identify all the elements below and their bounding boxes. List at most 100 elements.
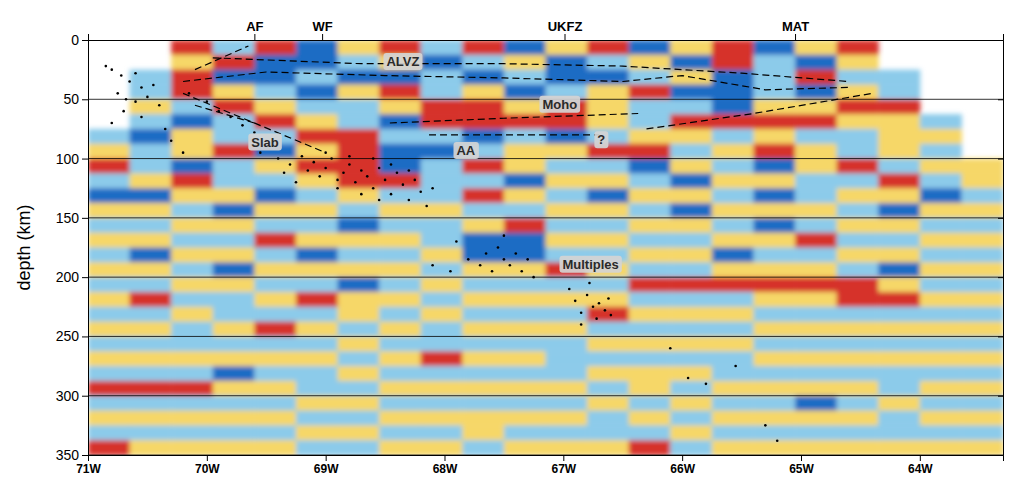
earthquake-point [164, 128, 167, 131]
heatmap-cell [504, 396, 546, 411]
heatmap-cell [753, 203, 795, 218]
heatmap-cell [546, 129, 588, 144]
heatmap-cell [670, 129, 712, 144]
heatmap-cell [837, 351, 879, 366]
heatmap-cell [961, 440, 1003, 455]
heatmap-cell [504, 173, 546, 188]
heatmap-cell [379, 84, 421, 99]
heatmap-cell [712, 307, 754, 322]
heatmap-cell [670, 396, 712, 411]
heatmap-cell [795, 351, 837, 366]
heatmap-cell [837, 55, 879, 70]
heatmap-cell [254, 292, 296, 307]
interpretation-line [183, 93, 326, 152]
tick-mark [795, 34, 796, 40]
heatmap-cell [670, 159, 712, 174]
heatmap-cell [213, 351, 255, 366]
heatmap-cell [462, 173, 504, 188]
tick-label: 68W [433, 462, 458, 476]
heatmap-cell [837, 144, 879, 159]
earthquake-point [532, 276, 535, 279]
heatmap-cell [379, 159, 421, 174]
heatmap-cell [171, 84, 213, 99]
heatmap-cell [213, 203, 255, 218]
heatmap-cell [504, 248, 546, 263]
heatmap-cell [338, 322, 380, 337]
earthquake-point [259, 151, 262, 154]
tick-mark [998, 159, 1003, 160]
heatmap-cell [629, 129, 671, 144]
heatmap-cell [670, 366, 712, 381]
heatmap-cell [629, 381, 671, 396]
earthquake-point [592, 305, 595, 308]
heatmap-cell [462, 366, 504, 381]
heatmap-cell [629, 159, 671, 174]
heatmap-cell [753, 366, 795, 381]
heatmap-cell [462, 440, 504, 455]
heatmap-cell [296, 322, 338, 337]
axis-line [998, 41, 1004, 456]
interpretation-line [195, 105, 254, 123]
tick: 50 [63, 91, 88, 107]
heatmap-cell [753, 307, 795, 322]
heatmap-cell [961, 322, 1003, 337]
grid-line [88, 395, 1003, 396]
heatmap-cell [254, 440, 296, 455]
heatmap-cell [837, 129, 879, 144]
heatmap-cell [296, 144, 338, 159]
heatmap-cell [254, 218, 296, 233]
heatmap-cell [587, 173, 629, 188]
heatmap-cell [546, 173, 588, 188]
heatmap-cell [379, 55, 421, 70]
heatmap-cell [254, 84, 296, 99]
heatmap-cell [587, 70, 629, 85]
heatmap-cell [629, 440, 671, 455]
tick-mark [563, 455, 564, 461]
tick [998, 455, 1003, 456]
heatmap-cell [920, 292, 962, 307]
earthquake-point [318, 175, 321, 178]
heatmap-cell [629, 248, 671, 263]
heatmap-cell [254, 307, 296, 322]
heatmap-cell [254, 233, 296, 248]
tick-mark [207, 455, 208, 461]
heatmap-cell [213, 440, 255, 455]
heatmap-cell [338, 129, 380, 144]
heatmap-cell [254, 381, 296, 396]
heatmap-cell [670, 322, 712, 337]
heatmap-cell [338, 366, 380, 381]
series [195, 46, 248, 70]
tick-label: 50 [63, 91, 79, 107]
tick: 250 [56, 328, 88, 344]
heatmap-cell [213, 40, 255, 55]
heatmap-cell [546, 70, 588, 85]
heatmap-cell [254, 114, 296, 129]
heatmap-cell [213, 381, 255, 396]
heatmap-cell [254, 262, 296, 277]
heatmap-cell [338, 277, 380, 292]
heatmap-cell [753, 40, 795, 55]
earthquake-point [324, 151, 327, 154]
heatmap-cell [421, 40, 463, 55]
heatmap-cell [837, 440, 879, 455]
heatmap-cell [837, 40, 879, 55]
heatmap-cell [629, 307, 671, 322]
heatmap-cell [587, 277, 629, 292]
heatmap-cell [421, 336, 463, 351]
heatmap-cell [961, 188, 1003, 203]
interpretation-line [429, 134, 599, 135]
heatmap-cell [213, 262, 255, 277]
heatmap-cell [254, 396, 296, 411]
heatmap-cell [920, 277, 962, 292]
heatmap-cell [546, 425, 588, 440]
heatmap-cell [670, 425, 712, 440]
heatmap-cell [504, 159, 546, 174]
earthquake-point [122, 110, 125, 113]
heatmap-cell [795, 40, 837, 55]
tick-label: 71W [76, 462, 101, 476]
heatmap-cell [171, 292, 213, 307]
tick [998, 40, 1003, 41]
heatmap-cell [504, 336, 546, 351]
heatmap-cell [379, 262, 421, 277]
heatmap-cell [837, 188, 879, 203]
